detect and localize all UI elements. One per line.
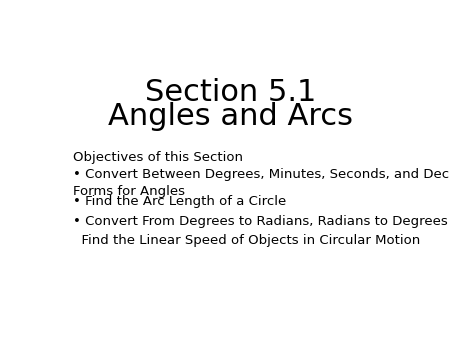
Text: Find the Linear Speed of Objects in Circular Motion: Find the Linear Speed of Objects in Circ… — [73, 234, 421, 247]
Text: Objectives of this Section: Objectives of this Section — [73, 151, 243, 164]
Text: • Convert From Degrees to Radians, Radians to Degrees: • Convert From Degrees to Radians, Radia… — [73, 215, 448, 227]
Text: Section 5.1: Section 5.1 — [145, 77, 316, 106]
Text: • Convert Between Degrees, Minutes, Seconds, and Decimal
Forms for Angles: • Convert Between Degrees, Minutes, Seco… — [73, 168, 450, 198]
Text: Angles and Arcs: Angles and Arcs — [108, 102, 353, 131]
Text: • Find the Arc Length of a Circle: • Find the Arc Length of a Circle — [73, 195, 287, 208]
